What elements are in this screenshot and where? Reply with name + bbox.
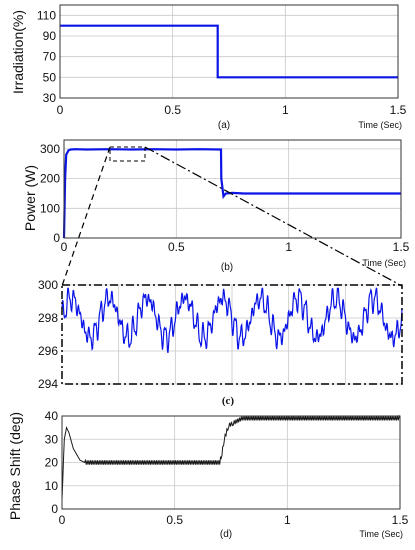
panel-a-xlabel: Time (Sec)	[358, 120, 402, 130]
panel-d-series	[61, 414, 401, 500]
panel-b-caption: (b)	[221, 262, 233, 273]
zoom-line-left	[61, 146, 111, 287]
x-tick-label: 1	[285, 240, 292, 254]
series-line-phase-shift	[61, 414, 401, 500]
panel-b-grid	[63, 140, 402, 239]
x-tick-label: 0.5	[168, 240, 185, 254]
panel-d-xticks: 0 0.5 1 1.5	[59, 513, 409, 527]
x-tick-label: 0	[61, 240, 68, 254]
y-tick-label: 296	[38, 344, 58, 358]
y-tick-label: 300	[38, 278, 58, 292]
panel-c-series	[61, 287, 403, 353]
panel-d-caption: (d)	[220, 529, 232, 540]
panel-a-series	[60, 24, 398, 79]
panel-d-frame	[61, 415, 401, 510]
y-tick-label: 20	[45, 456, 59, 470]
panel-a-yticks: 30 50 70 90 110	[37, 8, 56, 105]
x-tick-label: 0.5	[166, 513, 183, 527]
panel-d-xlabel: Time (Sec)	[359, 529, 403, 539]
y-tick-label: 10	[45, 479, 59, 493]
x-tick-label: 1.5	[393, 240, 410, 254]
x-tick-label: 0.5	[164, 103, 181, 117]
y-tick-label: 300	[40, 142, 60, 156]
y-tick-label: 0	[53, 231, 60, 245]
y-tick-label: 200	[40, 172, 60, 186]
series-line-b	[62, 148, 401, 239]
zoom-region-box	[109, 146, 146, 162]
panel-b: Power (W) Time (Sec) (b) 0 100 200 300 0 0.5…	[22, 139, 410, 287]
series-line-a	[60, 24, 398, 79]
panel-a-grid	[59, 5, 399, 99]
panel-b-frame	[63, 139, 402, 239]
y-tick-label: 70	[43, 50, 57, 64]
panel-b-ylabel: Power (W)	[22, 165, 38, 231]
panel-a-ylabel: Irradiation(%)	[10, 10, 26, 94]
x-tick-label: 1	[284, 513, 291, 527]
x-tick-label: 1	[282, 103, 289, 117]
y-tick-label: 294	[38, 377, 58, 391]
y-tick-label: 30	[45, 432, 59, 446]
panel-c-yticks: 294 296 298 300	[38, 278, 58, 391]
panel-d-yticks: 0 10 20 30 40	[45, 409, 59, 516]
y-tick-label: 50	[43, 70, 57, 84]
y-tick-label: 100	[40, 201, 60, 215]
panel-a-xticks: 0 0.5 1 1.5	[57, 103, 407, 117]
panel-b-xticks: 0 0.5 1 1.5	[61, 240, 410, 254]
series-line-ripple	[61, 287, 403, 353]
panel-b-yticks: 0 100 200 300	[40, 142, 60, 245]
zoom-line-right	[144, 146, 403, 287]
panel-d: Phase Shift (deg) Time (Sec) (d) 0102030…	[7, 409, 409, 540]
x-tick-label: 0	[59, 513, 66, 527]
x-tick-label: 1.5	[392, 513, 409, 527]
panel-c-caption: (c)	[222, 395, 235, 407]
panel-c: (c) 294 296 298 300	[38, 278, 403, 407]
panel-b-series	[62, 148, 401, 239]
panel-a-caption: (a)	[218, 120, 230, 131]
panel-c-frame	[61, 284, 403, 385]
panel-a-frame	[59, 4, 399, 99]
y-tick-label: 90	[43, 29, 57, 43]
y-tick-label: 110	[37, 8, 56, 22]
y-tick-label: 30	[43, 91, 57, 105]
y-tick-label: 40	[45, 409, 59, 423]
panel-a: Irradiation(%) Time (Sec) (a) 3050709011…	[10, 4, 407, 131]
panel-b-xlabel: Time (Sec)	[362, 258, 406, 268]
y-tick-label: 0	[51, 502, 58, 516]
x-tick-label: 1.5	[390, 103, 407, 117]
x-tick-label: 0	[57, 103, 64, 117]
y-tick-label: 298	[38, 311, 58, 325]
panel-d-ylabel: Phase Shift (deg)	[7, 412, 23, 520]
